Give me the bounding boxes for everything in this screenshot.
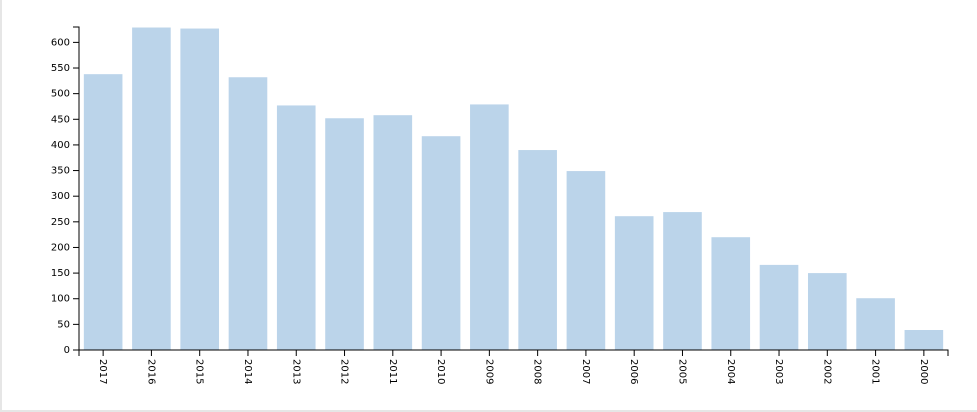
x-tick-label: 2000	[918, 359, 929, 384]
y-tick-label: 550	[51, 63, 70, 74]
bar	[614, 216, 654, 350]
bar	[518, 150, 557, 350]
x-tick-label: 2014	[242, 359, 253, 384]
y-tick-label: 250	[51, 217, 70, 228]
bar	[83, 74, 123, 351]
bar	[421, 136, 461, 350]
bar	[856, 298, 895, 350]
x-tick-label: 2013	[290, 359, 301, 384]
x-tick-label: 2003	[773, 359, 784, 384]
x-tick-label: 2010	[435, 359, 446, 384]
x-tick-label: 2005	[676, 359, 687, 384]
bar	[373, 115, 413, 350]
y-tick-label: 400	[51, 140, 70, 151]
y-tick-label: 500	[51, 89, 70, 100]
bar	[904, 330, 944, 350]
y-tick-label: 300	[51, 191, 70, 202]
y-tick-label: 600	[51, 37, 70, 48]
bar	[663, 212, 702, 350]
bar	[180, 28, 220, 351]
x-tick-label: 2015	[194, 359, 205, 384]
bar	[566, 171, 606, 350]
bar	[325, 118, 364, 350]
bar	[759, 264, 799, 350]
y-tick-label: 100	[51, 294, 70, 305]
x-tick-label: 2016	[145, 359, 156, 384]
x-axis	[78, 349, 949, 356]
y-axis	[73, 26, 80, 351]
y-tick-label: 450	[51, 114, 70, 125]
y-tick-label: 150	[51, 268, 70, 279]
x-tick-label: 2011	[387, 359, 398, 384]
x-tick-label: 2001	[870, 359, 881, 384]
bar	[470, 104, 509, 351]
x-tick-label: 2008	[532, 359, 543, 384]
x-tick-label: 2009	[483, 359, 494, 384]
x-tick-label: 2012	[339, 359, 350, 384]
y-tick-label: 200	[51, 242, 70, 253]
y-tick-label: 50	[57, 319, 70, 330]
x-tick-label: 2006	[628, 359, 639, 384]
bar	[711, 237, 751, 350]
x-tick-label: 2017	[97, 359, 108, 384]
y-tick-label: 350	[51, 166, 70, 177]
bar	[807, 273, 847, 350]
bar	[276, 105, 316, 350]
bar	[132, 27, 171, 351]
y-tick-label: 0	[64, 345, 70, 356]
x-tick-label: 2002	[821, 359, 832, 384]
x-tick-label: 2004	[725, 359, 736, 384]
x-tick-label: 2007	[580, 359, 591, 384]
bar	[228, 77, 268, 350]
